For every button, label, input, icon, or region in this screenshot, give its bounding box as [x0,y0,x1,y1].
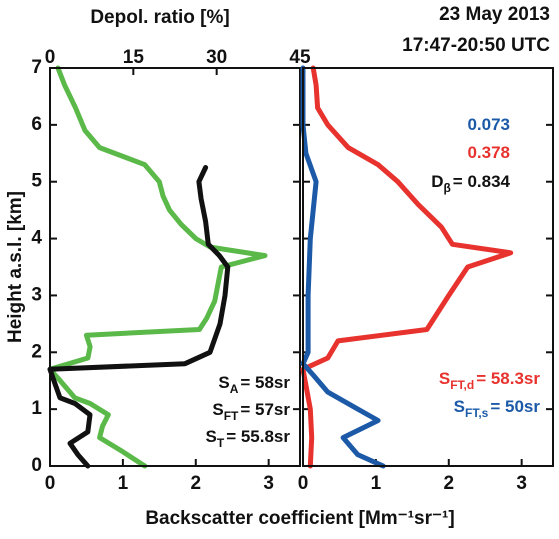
x-axis-label: Backscatter coefficient [Mm⁻¹sr⁻¹] [145,508,454,529]
annotation-rest: = 55.8sr [226,427,290,446]
y-tick-label: 0 [31,455,42,476]
annotation-subscript: β [443,181,450,195]
annotation-rest: = 0.834 [453,172,511,191]
annotation: SFT,s = 50sr [454,397,541,420]
x2-tick-label: 0 [45,47,56,68]
x2-axis-label: Depol. ratio [%] [90,7,229,28]
plot-frame [49,67,301,467]
annotation-rest: = 57sr [240,400,290,419]
chart-title: 23 May 2013 [439,4,550,25]
y-tick-label: 2 [31,341,42,362]
annotation-text: S [439,369,450,388]
y-tick-label: 7 [31,57,42,78]
annotation-text: 0.378 [467,143,510,162]
annotation-subscript: FT [224,409,239,423]
x-tick-label: 0 [45,473,56,494]
annotation: SFT = 57sr [212,400,290,423]
x-tick-label: 0 [298,473,309,494]
chart-subtitle: 17:47-20:50 UTC [402,35,550,56]
annotation-subscript: FT,d [450,378,474,392]
annotation-rest: = 58sr [240,373,290,392]
y-tick-label: 3 [31,284,42,305]
annotation: Dβ = 0.834 [431,172,510,195]
plot-frame [302,67,554,467]
x2-tick-label: 45 [289,47,311,68]
x-tick-label: 2 [443,473,454,494]
profile-line [300,65,386,469]
annotation: SFT,d = 58.3sr [439,369,541,392]
annotation-subscript: T [217,436,225,450]
x2-tick-label: 30 [206,47,227,68]
x-tick-label: 3 [263,473,274,494]
annotation-text: S [454,397,465,416]
x-tick-label: 2 [190,473,201,494]
annotation-text: S [206,427,217,446]
annotation-rest: = 58.3sr [476,369,540,388]
annotation-text: 0.073 [467,115,510,134]
profile-line [47,165,231,469]
annotation-text: S [218,373,229,392]
annotation: 0.073 [467,115,510,134]
x2-tick-label: 15 [123,47,145,68]
x-tick-label: 1 [118,473,129,494]
y-axis-label: Height a.s.l. [km] [5,191,26,343]
annotation: SA = 58sr [218,373,290,396]
profile-line [47,65,268,469]
y-tick-label: 5 [31,171,42,192]
annotation-rest: = 50sr [490,397,540,416]
annotation-subscript: FT,s [465,406,489,420]
annotation-subscript: A [230,382,239,396]
annotation: ST = 55.8sr [206,427,291,450]
x-tick-label: 3 [516,473,527,494]
annotation-text: S [212,400,223,419]
annotation-text: D [431,172,443,191]
y-tick-label: 6 [31,114,42,135]
y-tick-label: 1 [31,398,42,419]
y-tick-label: 4 [31,228,42,249]
x-tick-label: 1 [371,473,382,494]
annotation: 0.378 [467,143,510,162]
